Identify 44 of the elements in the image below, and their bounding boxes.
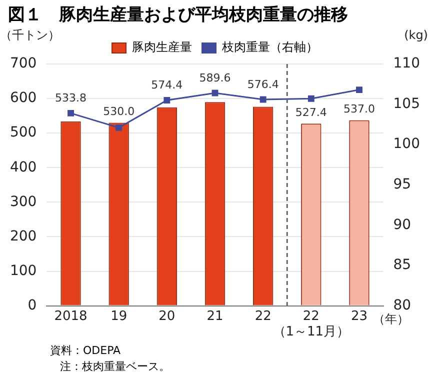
x-axis-title: （年） — [373, 312, 410, 326]
point — [116, 124, 122, 131]
data-label: 589.6 — [199, 71, 231, 84]
point — [260, 96, 266, 103]
y-tick-label: 300 — [10, 194, 37, 210]
y-tick-label: 200 — [10, 228, 37, 244]
chart-title: 図１ 豚肉生産量および平均枝肉重量の推移 — [7, 4, 349, 27]
data-label: 537.0 — [343, 102, 375, 116]
data-label: 530.0 — [103, 105, 135, 118]
data-label: 533.8 — [55, 92, 87, 105]
y2-axis-title: (kg) — [404, 28, 428, 42]
y2-tick-label: 95 — [393, 176, 412, 193]
y-tick-label: 0 — [28, 297, 37, 314]
y-tick-label: 400 — [10, 159, 37, 176]
y2-tick-label: 100 — [393, 136, 420, 152]
x-tick-label: 19 — [110, 308, 128, 324]
y2-tick-label: 110 — [393, 56, 420, 72]
data-label: 574.4 — [151, 78, 183, 92]
y-axis-title: （千トン） — [0, 28, 60, 42]
data-label: 527.4 — [295, 106, 327, 119]
point — [164, 97, 170, 104]
data-label: 576.4 — [247, 78, 279, 91]
x-tick-label: 20 — [158, 308, 176, 324]
point — [356, 86, 362, 94]
y-tick-label: 600 — [10, 90, 37, 106]
y2-tick-label: 105 — [393, 96, 420, 112]
text: 注：枝肉重量ベース。 — [59, 359, 171, 375]
text: 資料：ODEPA — [50, 343, 122, 359]
point — [212, 90, 218, 96]
y2-tick-label: 85 — [393, 257, 412, 274]
y-tick-label: 500 — [10, 124, 37, 141]
y2-tick-label: 90 — [393, 216, 412, 233]
x-tick-label: 2018 — [54, 308, 88, 324]
point — [68, 110, 74, 116]
x-tick-label: 22 — [254, 308, 272, 324]
x-tick-label: 22 （1～11月） — [272, 308, 350, 340]
y2-tick-label: 80 — [393, 297, 412, 314]
y-tick-label: 700 — [10, 56, 37, 72]
y-tick-label: 100 — [10, 262, 37, 279]
legend-label: 枝肉重量（右軸） — [221, 40, 318, 54]
legend-label: 豚肉生産量 — [132, 40, 192, 54]
point — [308, 95, 314, 102]
x-tick-label: 23 — [350, 308, 368, 324]
x-tick-label: 21 — [206, 308, 224, 324]
